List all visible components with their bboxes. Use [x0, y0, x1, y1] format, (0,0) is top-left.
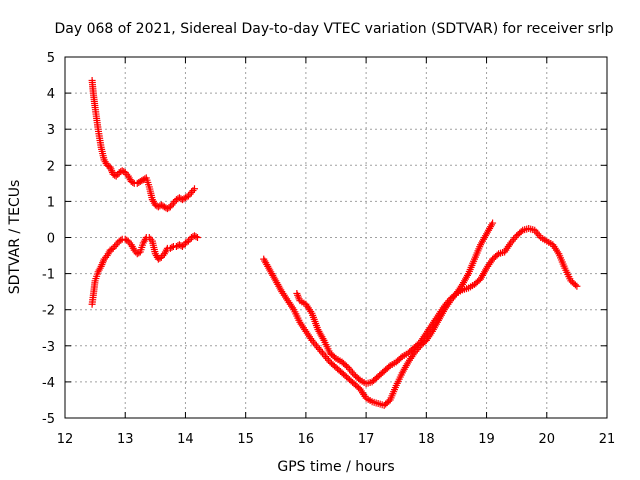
- data-point: [111, 171, 119, 179]
- y-tick-label: -3: [42, 340, 55, 355]
- data-point: [177, 242, 185, 250]
- x-tick-label: 13: [117, 432, 134, 447]
- data-point: [355, 375, 363, 383]
- data-point: [571, 281, 579, 289]
- y-tick-label: 3: [47, 123, 55, 138]
- grid-lines: [65, 57, 607, 418]
- data-point: [385, 363, 393, 371]
- y-tick-label: 1: [47, 195, 55, 210]
- data-point: [192, 233, 200, 241]
- data-point: [168, 243, 176, 251]
- data-point: [517, 228, 525, 236]
- y-tick-label: 2: [47, 159, 55, 174]
- data-points: [88, 76, 581, 409]
- x-tick-label: 20: [539, 432, 556, 447]
- x-tick-label: 21: [599, 432, 616, 447]
- x-tick-label: 18: [418, 432, 435, 447]
- y-tick-label: 5: [47, 51, 55, 66]
- x-axis-label: GPS time / hours: [277, 459, 394, 475]
- data-point: [451, 291, 459, 299]
- y-tick-label: -4: [42, 376, 55, 391]
- x-tick-label: 12: [57, 432, 74, 447]
- x-tick-label: 16: [298, 432, 315, 447]
- x-tick-label: 14: [177, 432, 194, 447]
- x-tick-label: 15: [237, 432, 254, 447]
- chart-title: Day 068 of 2021, Sidereal Day-to-day VTE…: [54, 21, 613, 37]
- x-tick-label: 17: [358, 432, 375, 447]
- data-point: [343, 362, 351, 370]
- data-point: [190, 185, 198, 193]
- data-point: [397, 354, 405, 362]
- data-point: [117, 236, 125, 244]
- x-tick-label: 19: [478, 432, 495, 447]
- y-tick-label: 0: [47, 232, 55, 247]
- data-point: [489, 219, 497, 227]
- data-point: [193, 234, 201, 241]
- data-point: [330, 353, 338, 361]
- y-tick-label: -1: [42, 268, 55, 283]
- plot-frame: [64, 56, 608, 419]
- y-tick-label: -2: [42, 304, 55, 319]
- y-tick-label: 4: [47, 87, 55, 102]
- data-point: [573, 282, 581, 290]
- data-point: [129, 178, 137, 186]
- y-axis-label: SDTVAR / TECUs: [7, 180, 23, 295]
- data-point: [493, 251, 501, 259]
- y-tick-label: -5: [42, 412, 55, 427]
